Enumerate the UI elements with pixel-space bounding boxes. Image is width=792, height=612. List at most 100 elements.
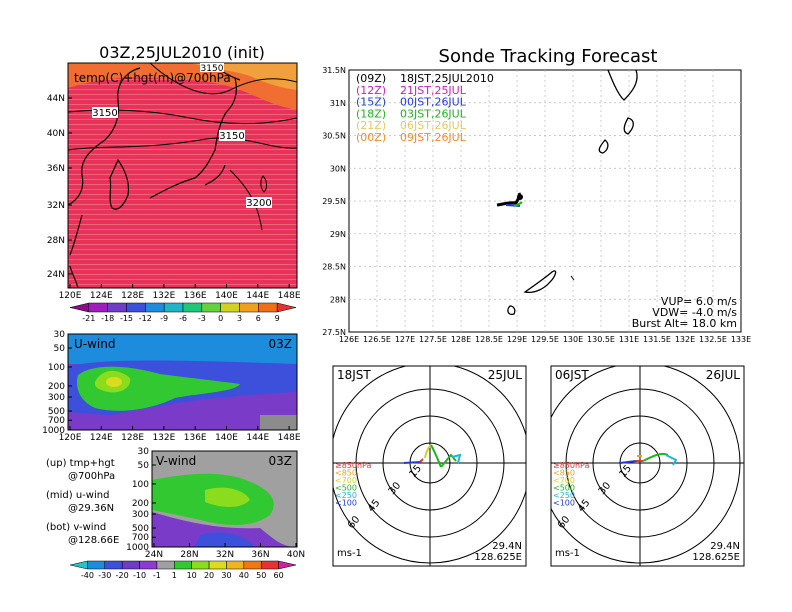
tracking-map: 31.5N31N30.5N30N29.5N29N28.5N28N27.5N126… xyxy=(322,66,751,344)
lat-tick-label: 31.5N xyxy=(322,66,346,75)
legend-line: @128.66E xyxy=(68,535,119,546)
contour-label: 3150 xyxy=(92,108,117,119)
legend-line: (mid) u-wind xyxy=(46,490,109,501)
burst-label: Burst Alt= 18.0 km xyxy=(632,317,737,330)
u-panel-label: U-wind xyxy=(74,337,115,351)
level-legend: <850 xyxy=(335,469,357,478)
u-field-max xyxy=(106,377,122,387)
lon-tick-label: 124E xyxy=(90,291,113,301)
temp-map: 3150 3150 3150 3200 temp(C)+hgt(m)@700hP… xyxy=(47,62,301,301)
lat-tick-label: 27.5N xyxy=(322,328,346,337)
wind-colorbar-label: -10 xyxy=(133,571,146,580)
wind-colorbar-label: 60 xyxy=(274,571,284,580)
pressure-tick-label: 100 xyxy=(48,363,65,373)
lat-tick-label: 28N xyxy=(330,295,346,304)
temp-colorbar-label: -6 xyxy=(179,314,187,323)
wind-colorbar-swatch xyxy=(104,560,123,570)
lon-tick-label: 140E xyxy=(215,291,238,301)
pressure-tick-label: 50 xyxy=(138,461,150,471)
hodograph-trace xyxy=(419,458,424,463)
hodograph-time: 06JST xyxy=(555,368,589,382)
v-field-lime xyxy=(205,487,250,507)
lat-tick-label: 28.5N xyxy=(322,263,346,272)
launch-time: 09JST,26JUL xyxy=(400,131,467,144)
lon-tick-label: 120E xyxy=(59,433,82,443)
lat-tick-label: 32N xyxy=(216,550,234,560)
coastline xyxy=(149,77,237,199)
tracking-title: Sonde Tracking Forecast xyxy=(439,46,658,67)
lon-tick-label: 136E xyxy=(184,291,207,301)
launch-marker xyxy=(517,194,523,200)
lat-tick-label: 32N xyxy=(47,201,65,211)
hodograph-lon: 128.625E xyxy=(474,552,522,563)
lat-tick-label: 36N xyxy=(251,550,269,560)
launch-utc: (18Z) xyxy=(356,107,386,120)
pressure-tick-label: 200 xyxy=(48,382,65,392)
temp-colorbar-label: -12 xyxy=(139,314,152,323)
temp-colorbar-swatch xyxy=(107,302,127,313)
temp-colorbar-label: 9 xyxy=(275,314,280,323)
temp-colorbar-swatch xyxy=(182,302,203,313)
temp-field-hot xyxy=(68,63,297,110)
wind-colorbar-swatch xyxy=(243,560,262,570)
temp-colorbar-label: -21 xyxy=(82,314,95,323)
v-field-blue xyxy=(195,532,255,547)
hodograph-unit: ms-1 xyxy=(337,548,362,559)
lon-tick-label: 130.5E xyxy=(587,335,615,344)
panel-legend: (up) tmp+hgt @700hPa (mid) u-wind @29.36… xyxy=(46,458,119,546)
lon-tick-label: 128E xyxy=(451,335,471,344)
contour-label: 3150 xyxy=(219,131,244,142)
lon-tick-label: 132E xyxy=(152,433,175,443)
lon-tick-label: 148E xyxy=(278,433,301,443)
temp-colorbar: -21 -18 -15 -12 -9 -6 -3 0 3 6 9 xyxy=(69,302,297,323)
hodograph-lat: 29.4N xyxy=(710,541,740,552)
hodograph-lat: 29.4N xyxy=(492,541,522,552)
hodograph-lon: 128.625E xyxy=(692,552,740,563)
u-lon-ticks: 120E 124E 128E 132E 136E 140E 144E 148E xyxy=(59,426,301,443)
lat-tick-label: 40N xyxy=(287,550,305,560)
track-green xyxy=(513,201,523,207)
lat-tick-label: 44N xyxy=(47,94,65,104)
coastline xyxy=(607,69,638,101)
launch-utc: (15Z) xyxy=(356,96,386,109)
temp-field-orange xyxy=(190,63,297,90)
wind-colorbar-label: 40 xyxy=(239,571,249,580)
lat-tick-label: 24N xyxy=(145,550,163,560)
lon-tick-label: 132.5E xyxy=(699,335,727,344)
temp-map-frame xyxy=(67,62,298,289)
temp-colorbar-swatch xyxy=(126,302,146,313)
v-lat-ticks: 24N 28N 32N 36N 40N xyxy=(145,543,305,560)
lon-tick-label: 131.5E xyxy=(643,335,671,344)
lon-tick-label: 148E xyxy=(278,291,301,301)
lat-tick-label: 29N xyxy=(330,230,346,239)
wind-colorbar-swatch xyxy=(156,560,175,570)
lon-tick-label: 130E xyxy=(563,335,583,344)
map-field-label: temp(C)+hgt(m)@700hPa xyxy=(74,71,231,85)
lat-tick-label: 30N xyxy=(330,164,346,173)
launch-utc: (21Z) xyxy=(356,119,386,132)
wind-colorbar-swatch xyxy=(226,560,245,570)
left-title: 03Z,25JUL2010 (init) xyxy=(99,43,265,62)
lon-tick-label: 127E xyxy=(395,335,415,344)
level-legend: <100 xyxy=(335,499,357,508)
lon-tick-label: 124E xyxy=(90,433,113,443)
contour-line xyxy=(68,137,297,151)
vdw-label: VDW= -4.0 m/s xyxy=(652,306,737,319)
wind-colorbar-swatch xyxy=(260,560,279,570)
launch-time: 03JST,26JUL xyxy=(400,107,467,120)
u-panel-time: 03Z xyxy=(269,337,293,351)
temp-colorbar-label: 0 xyxy=(218,314,223,323)
lat-tick-label: 40N xyxy=(47,129,65,139)
hodograph-trace xyxy=(665,454,678,466)
lat-tick-label: 28N xyxy=(180,550,198,560)
temp-colorbar-label: -18 xyxy=(101,314,114,323)
launch-time: 06JST,26JUL xyxy=(400,119,467,132)
wind-colorbar-swatch xyxy=(139,560,158,570)
legend-line: (bot) v-wind xyxy=(46,522,106,533)
temp-colorbar-swatch xyxy=(201,302,221,313)
temp-colorbar-swatch xyxy=(239,302,259,313)
level-legend: <700 xyxy=(335,476,357,485)
